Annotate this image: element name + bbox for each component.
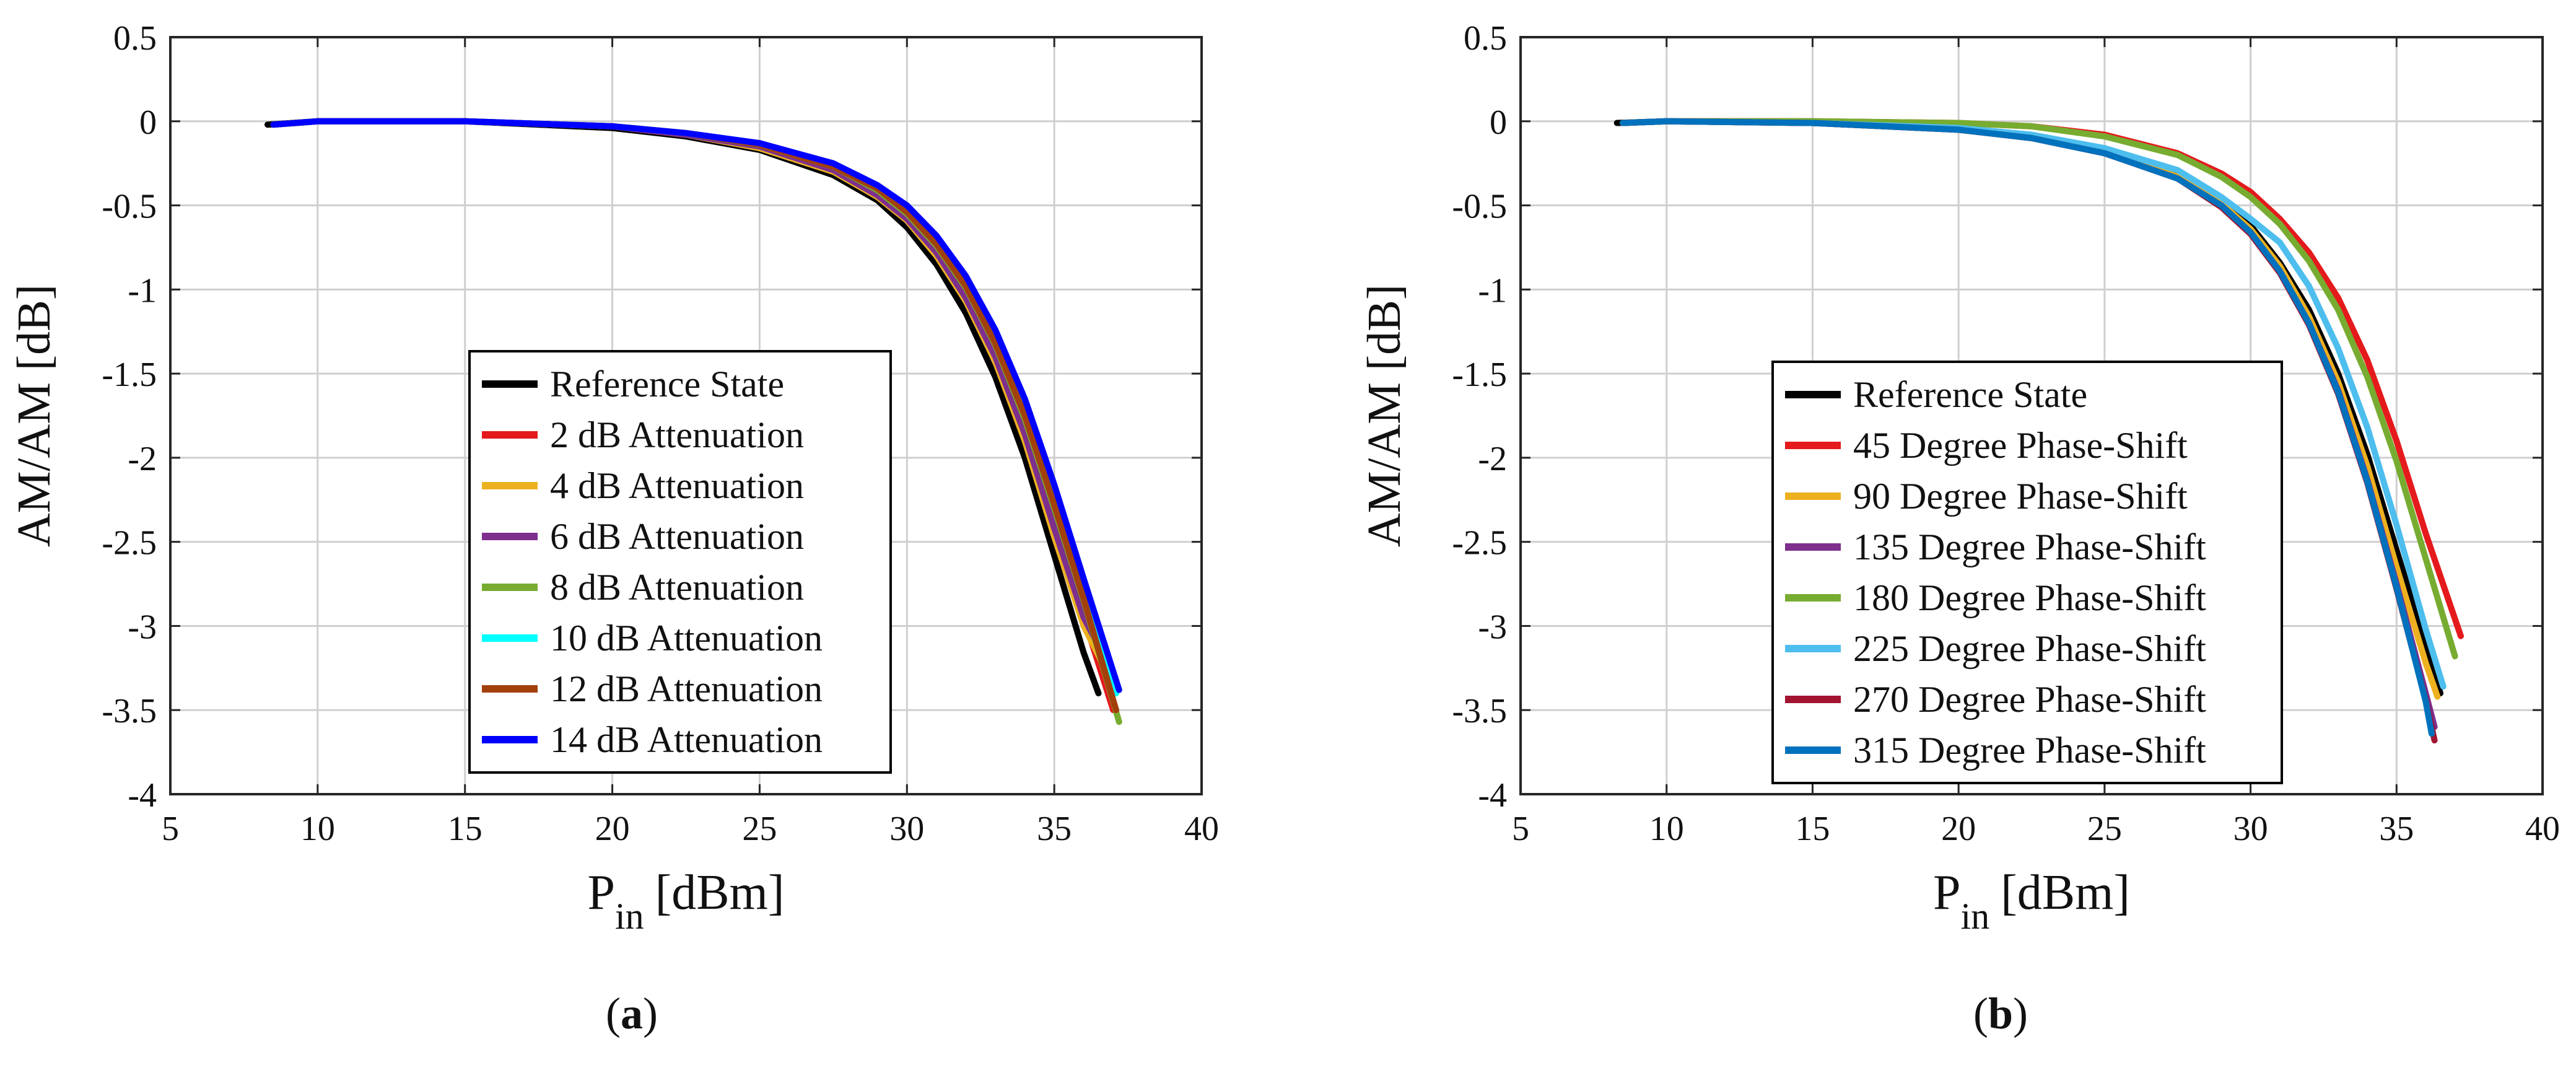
- caption-open-paren: (: [606, 989, 621, 1038]
- legend-entry: 315 Degree Phase-Shift: [1785, 730, 2206, 771]
- y-tick-label: -2.5: [102, 524, 157, 562]
- x-axis-label-unit: [dBm]: [655, 865, 785, 920]
- series-line-7: [1620, 118, 2435, 737]
- panel-caption: (a): [606, 989, 658, 1038]
- x-tick-label: 5: [162, 810, 179, 848]
- y-tick-label: -1.5: [1452, 356, 1507, 394]
- legend-entry: 4 dB Attenuation: [482, 465, 804, 506]
- x-tick-label: 40: [1184, 810, 1219, 848]
- x-tick-label: 15: [448, 810, 482, 848]
- legend-entry: 6 dB Attenuation: [482, 516, 804, 557]
- legend: Reference State 2 dB Attenuation 4 dB Atte…: [468, 350, 892, 774]
- y-tick-label: -3: [128, 608, 157, 646]
- legend-entry: 225 Degree Phase-Shift: [1785, 628, 2206, 669]
- axes-frame: [1519, 36, 2544, 795]
- y-tick-label: 0.5: [113, 19, 157, 58]
- legend-label: 270 Degree Phase-Shift: [1853, 679, 2206, 720]
- y-tick-label: -4: [1478, 776, 1507, 815]
- legend-entry: 14 dB Attenuation: [482, 719, 823, 760]
- legend-box: [1771, 361, 2283, 784]
- y-tick-label: -0.5: [1452, 188, 1507, 226]
- y-tick-label: 0: [1490, 103, 1507, 142]
- legend-entry: 180 Degree Phase-Shift: [1785, 577, 2206, 618]
- x-tick-label: 30: [889, 810, 924, 848]
- x-axis-label-main: P: [587, 865, 615, 920]
- caption-open-paren: (: [1973, 989, 1988, 1038]
- y-tick-label: -2: [1478, 440, 1507, 478]
- caption-letter: a: [621, 989, 643, 1038]
- y-tick-label: -2: [128, 440, 157, 478]
- x-axis-label-main: P: [1933, 865, 1961, 920]
- legend-label: Reference State: [1853, 374, 2087, 415]
- legend-label: 135 Degree Phase-Shift: [1853, 527, 2206, 567]
- y-tick-label: -1: [128, 271, 157, 310]
- x-tick-label: 25: [742, 810, 777, 848]
- y-tick-label: 0.5: [1464, 19, 1507, 58]
- series-line-4: [1620, 118, 2458, 660]
- legend-entry: 90 Degree Phase-Shift: [1785, 476, 2188, 517]
- legend-label: 10 dB Attenuation: [550, 618, 823, 659]
- legend-label: 45 Degree Phase-Shift: [1853, 425, 2188, 466]
- legend-label: 6 dB Attenuation: [550, 516, 804, 557]
- x-tick-label: 30: [2233, 810, 2268, 848]
- caption-close-paren: ): [2013, 989, 2028, 1038]
- legend-label: 2 dB Attenuation: [550, 414, 804, 455]
- x-axis-label-unit: [dBm]: [2001, 865, 2130, 920]
- y-tick-label: 0: [139, 103, 157, 142]
- x-axis-label: Pin [dBm]: [587, 865, 784, 937]
- legend-entry: 10 dB Attenuation: [482, 618, 823, 659]
- x-tick-label: 40: [2525, 810, 2560, 848]
- legend-label: 315 Degree Phase-Shift: [1853, 730, 2206, 771]
- y-tick-label: -1.5: [102, 356, 157, 394]
- y-tick-label: -3: [1478, 608, 1507, 646]
- legend-label: 14 dB Attenuation: [550, 719, 823, 760]
- legend-label: 225 Degree Phase-Shift: [1853, 628, 2206, 669]
- x-tick-label: 15: [1795, 810, 1830, 848]
- x-tick-label: 5: [1512, 810, 1529, 848]
- legend: Reference State 45 Degree Phase-Shift 90 D…: [1771, 361, 2283, 784]
- legend-label: 12 dB Attenuation: [550, 668, 823, 709]
- legend-label: 90 Degree Phase-Shift: [1853, 476, 2188, 517]
- caption-close-paren: ): [643, 989, 658, 1038]
- y-tick-label: -1: [1478, 271, 1507, 310]
- y-tick-label: -3.5: [1452, 692, 1507, 730]
- legend-entry: 270 Degree Phase-Shift: [1785, 679, 2206, 720]
- x-tick-label: 25: [2087, 810, 2122, 848]
- legend-label: 180 Degree Phase-Shift: [1853, 577, 2206, 618]
- legend-entry: 45 Degree Phase-Shift: [1785, 425, 2188, 466]
- x-axis-label-subscript: in: [1960, 896, 1989, 937]
- legend-entry: 8 dB Attenuation: [482, 567, 804, 608]
- x-axis-label: Pin [dBm]: [1933, 865, 2130, 937]
- legend-entry: Reference State: [1785, 374, 2087, 415]
- legend-entry: 12 dB Attenuation: [482, 668, 823, 709]
- axes-frame: [169, 36, 1203, 795]
- series-line-7: [270, 118, 1122, 693]
- x-tick-label: 20: [1941, 810, 1976, 848]
- x-axis-label-subscript: in: [615, 896, 644, 937]
- panel-caption: (b): [1973, 989, 2028, 1038]
- legend-entry: 135 Degree Phase-Shift: [1785, 527, 2206, 567]
- legend-entry: 2 dB Attenuation: [482, 414, 804, 455]
- y-tick-label: -0.5: [102, 188, 157, 226]
- y-axis-label: AM/AM [dB]: [1358, 284, 1410, 547]
- y-axis-label: AM/AM [dB]: [8, 284, 60, 547]
- caption-letter: b: [1988, 989, 2013, 1038]
- x-tick-label: 35: [2379, 810, 2414, 848]
- y-tick-label: -3.5: [102, 692, 157, 730]
- legend-label: Reference State: [550, 364, 784, 405]
- x-tick-label: 10: [300, 810, 335, 848]
- chart-panel-a: 5 10 15 20 25 30 35 40 -4 -3.5 -3 -2.5 -2 -1.5 -1 -0.5 0…: [8, 19, 1219, 1038]
- x-tick-label: 35: [1037, 810, 1072, 848]
- legend-entry: Reference State: [482, 364, 784, 405]
- x-tick-label: 20: [595, 810, 630, 848]
- legend-box: [468, 350, 892, 774]
- legend-label: 8 dB Attenuation: [550, 567, 804, 608]
- chart-panel-b: 5 10 15 20 25 30 35 40 -4 -3.5 -3 -2.5 -2 -1.5 -1 -0.5 0…: [1358, 19, 2560, 1038]
- legend-label: 4 dB Attenuation: [550, 465, 804, 506]
- x-tick-label: 10: [1649, 810, 1684, 848]
- y-tick-label: -2.5: [1452, 524, 1507, 562]
- y-tick-label: -4: [128, 776, 157, 815]
